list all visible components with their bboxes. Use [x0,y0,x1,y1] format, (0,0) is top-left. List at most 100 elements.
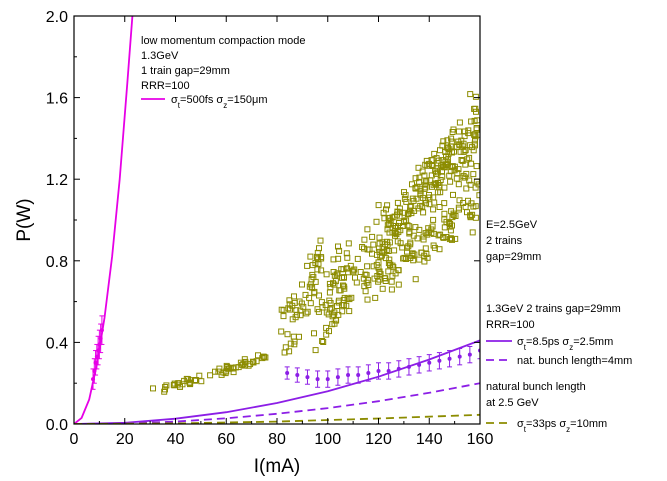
data-point [291,338,298,345]
data-point [362,288,369,295]
data-point [297,307,304,314]
y-tick-label: 0.8 [46,254,68,271]
data-point [473,163,480,170]
data-point [371,275,378,282]
data-point [439,173,446,180]
data-point [412,184,419,191]
data-point [389,229,396,236]
data-point [419,168,426,175]
data-point [343,250,350,257]
data-point [387,262,393,269]
data-point [354,255,361,262]
data-point [295,373,300,378]
data-point [353,279,360,286]
annotation-text: E=2.5GeV [486,219,538,231]
legend-label: σt=500fs σz=150μm [171,94,268,110]
data-point [472,93,479,100]
data-point [394,199,401,206]
data-point [441,210,448,217]
data-point [316,292,322,299]
data-point [262,354,269,361]
y-tick-label: 0.0 [46,417,68,434]
data-point [404,248,410,255]
data-point [192,377,198,384]
data-point [334,303,340,309]
data-point [457,354,462,359]
y-axis-label: P(W) [14,198,35,241]
x-tick-label: 20 [116,431,134,448]
annotation-text: 1 train gap=29mm [141,65,230,77]
data-point [247,361,254,368]
x-tick-label: 0 [70,431,79,448]
data-point [280,313,287,320]
data-point [396,213,403,220]
data-point [163,382,170,389]
data-point [278,306,285,313]
data-point [466,154,473,161]
data-point [372,294,379,301]
data-point [475,181,480,188]
x-tick-label: 60 [217,431,235,448]
data-point [434,189,441,196]
data-point [422,245,429,252]
data-point [327,306,334,313]
data-point [320,339,327,345]
data-point [456,128,462,135]
data-point [384,202,391,209]
data-point [304,262,311,269]
data-point [373,261,380,268]
annotation-text: RRR=100 [486,319,535,331]
data-point [341,283,348,290]
data-point [348,294,355,301]
data-point [469,144,476,151]
data-point [364,263,371,270]
data-point [467,352,472,357]
data-point [429,163,436,169]
annotation-text: at 2.5 GeV [486,397,539,409]
series-line [74,16,134,424]
data-point [468,118,475,125]
data-point [338,266,345,273]
data-point [291,293,297,300]
data-point [330,280,336,287]
data-point [293,307,300,314]
data-point [314,266,321,273]
data-point [470,147,477,154]
x-tick-label: 160 [467,431,494,448]
data-point [183,375,190,382]
data-point [437,177,444,183]
data-point [462,174,469,181]
data-point [327,300,334,306]
data-point [430,216,437,223]
data-point [245,362,252,369]
data-point [386,368,391,373]
data-point [472,131,479,138]
data-point [311,330,317,337]
data-point [335,375,340,380]
data-point [427,360,432,365]
data-point [419,203,426,210]
data-point [344,254,351,261]
data-point [402,192,409,199]
data-point [383,206,389,213]
data-point [409,252,416,259]
data-point [430,206,437,213]
data-point [311,288,318,295]
data-point [397,227,404,234]
annotation-text: 1.3GeV 2 trains gap=29mm [486,303,621,315]
data-point [331,320,338,327]
data-point [450,191,456,198]
data-point [428,162,435,168]
annotation-text: low momentum compaction mode [141,35,305,47]
data-point [412,276,419,283]
data-point [356,373,361,378]
annotation-text: RRR=100 [141,80,190,92]
series-0 [74,16,134,424]
data-point [315,377,320,382]
data-point [318,299,325,306]
data-point [410,197,417,204]
data-point [230,369,237,376]
data-point [362,271,369,278]
data-point [435,232,442,239]
